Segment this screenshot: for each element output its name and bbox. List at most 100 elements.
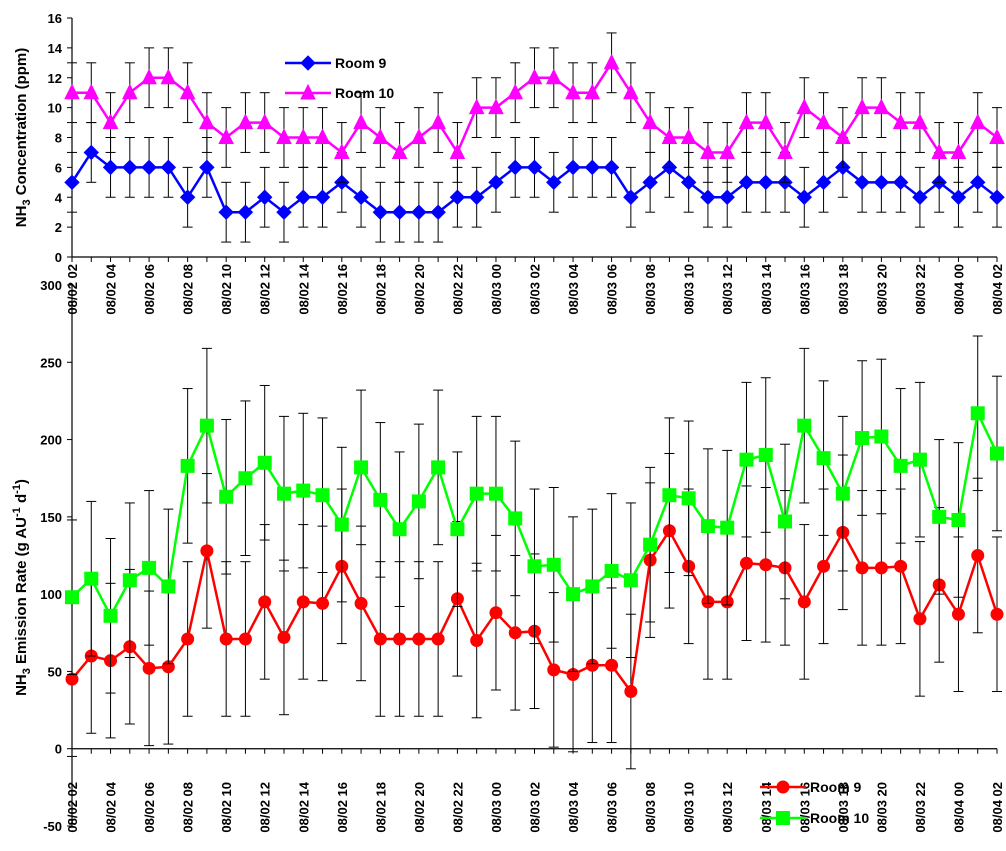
x-tick-label: 08/03 16 [797, 264, 812, 315]
x-tick-label: 08/03 00 [489, 264, 504, 315]
data-point [835, 128, 851, 144]
data-point [488, 98, 504, 115]
data-point [989, 128, 1005, 144]
data-point [565, 83, 581, 100]
y-tick-label: 200 [40, 433, 62, 448]
data-point [913, 612, 927, 626]
y-tick-label: 100 [40, 587, 62, 602]
data-point [526, 68, 543, 85]
data-point [449, 189, 466, 205]
data-point [373, 492, 388, 507]
data-point [605, 658, 619, 672]
x-tick-label: 08/02 20 [412, 264, 427, 315]
data-point [489, 606, 503, 620]
data-point [738, 174, 755, 191]
x-tick-label: 08/02 06 [142, 782, 157, 833]
data-point [84, 571, 99, 586]
data-point [796, 189, 812, 205]
x-tick-label: 08/03 10 [682, 782, 697, 833]
x-tick-label: 08/03 02 [528, 264, 543, 315]
data-point [430, 113, 446, 130]
data-point [430, 204, 446, 220]
data-point [719, 189, 735, 205]
data-point [855, 431, 870, 446]
legend-marker [300, 55, 316, 71]
data-point [470, 634, 484, 648]
data-point [815, 113, 832, 130]
data-point [237, 204, 254, 220]
data-point [392, 522, 407, 537]
data-point [892, 113, 909, 130]
x-tick-label: 08/04 02 [990, 782, 1005, 833]
data-point [103, 608, 118, 623]
x-tick-label: 08/02 10 [219, 782, 234, 833]
data-point [141, 68, 157, 85]
data-point [680, 128, 697, 144]
y-axis-title-part: 3 [21, 668, 33, 674]
data-point [757, 113, 774, 130]
data-point [778, 514, 793, 529]
data-point [739, 556, 753, 570]
data-point [411, 204, 427, 220]
y-tick-label: 12 [48, 71, 62, 86]
x-tick-label: 08/03 02 [528, 782, 543, 833]
data-point [700, 189, 716, 205]
data-point [142, 661, 156, 675]
data-point [893, 458, 908, 473]
data-point [565, 159, 581, 176]
data-point [199, 418, 214, 433]
legend-marker [300, 83, 316, 100]
data-point [160, 68, 177, 85]
data-point [759, 558, 773, 572]
x-tick-label: 08/02 22 [450, 782, 465, 833]
data-point [256, 113, 273, 130]
data-point [488, 174, 504, 191]
data-point [122, 573, 137, 588]
data-point [334, 517, 349, 532]
data-point [333, 143, 350, 159]
y-tick-label: 300 [40, 278, 62, 293]
data-point [912, 189, 928, 205]
x-tick-label: 08/04 02 [990, 264, 1005, 315]
data-point [969, 113, 986, 130]
y-axis-title-part: -1 [11, 507, 23, 517]
data-point [219, 632, 233, 646]
x-tick-label: 08/02 06 [142, 264, 157, 315]
data-point [932, 509, 947, 524]
x-tick-label: 08/03 18 [836, 264, 851, 315]
data-point [951, 607, 965, 621]
data-point [623, 189, 639, 205]
data-point [83, 144, 99, 161]
data-point [603, 53, 620, 70]
series-room-10 [64, 32, 1005, 183]
legend-label: Room 10 [335, 85, 394, 101]
data-point [373, 632, 387, 646]
y-tick-label: 8 [55, 131, 62, 146]
data-point [314, 189, 331, 205]
data-point [623, 573, 638, 588]
data-point [661, 128, 678, 144]
data-point [179, 189, 196, 205]
data-point [970, 174, 986, 191]
y-axis-title-part: NH [13, 206, 30, 228]
x-tick-label: 08/02 08 [181, 782, 196, 833]
legend-label: Room 9 [335, 55, 387, 71]
data-point [393, 632, 407, 646]
data-point [199, 159, 215, 176]
data-point [874, 561, 888, 575]
data-point [912, 113, 928, 130]
data-point [720, 520, 735, 535]
x-tick-label: 08/03 18 [836, 782, 851, 833]
data-point [354, 596, 368, 610]
x-tick-label: 08/03 04 [566, 263, 581, 314]
x-tick-label: 08/02 16 [335, 782, 350, 833]
x-tick-label: 08/03 10 [682, 264, 697, 315]
data-point [122, 83, 138, 100]
x-tick-label: 08/04 00 [951, 264, 966, 315]
data-point [276, 486, 291, 501]
x-tick-label: 08/03 12 [720, 782, 735, 833]
data-point [180, 458, 195, 473]
data-point [642, 174, 658, 191]
data-point [796, 98, 813, 115]
